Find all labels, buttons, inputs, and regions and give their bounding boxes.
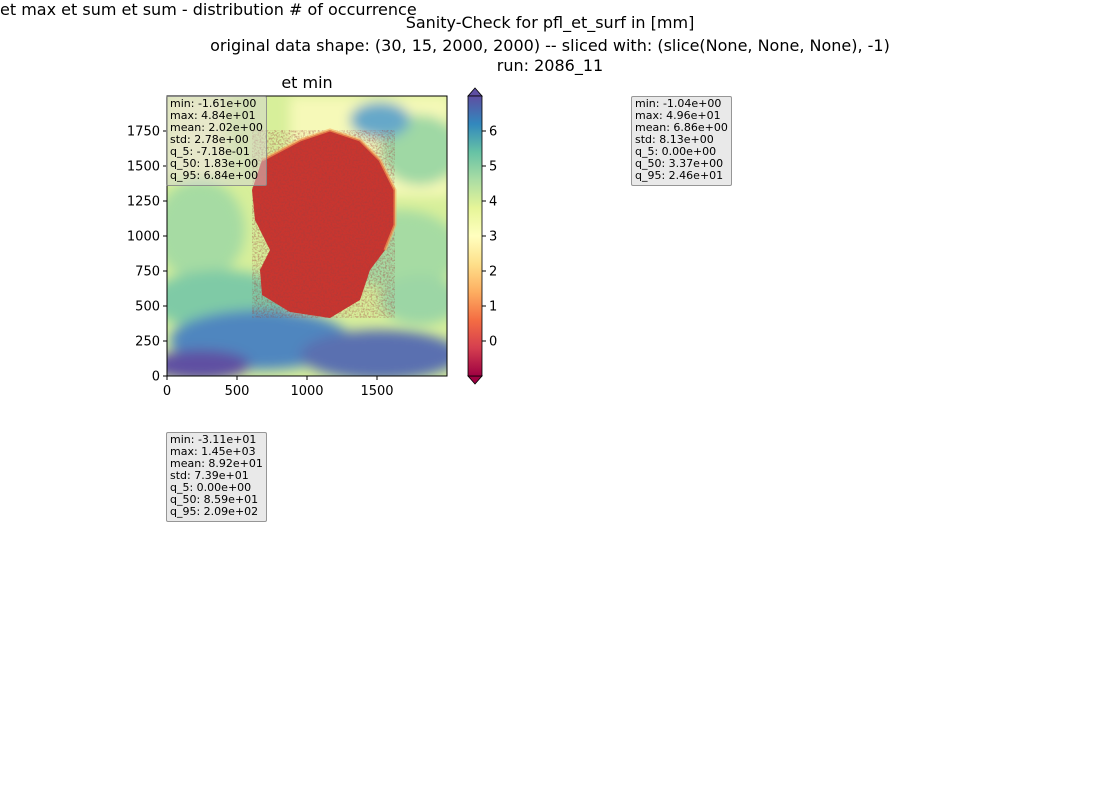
stats-line: mean: 2.02e+00	[170, 121, 263, 134]
colorbar-tick-label: 6	[489, 125, 497, 140]
stats-line: min: -1.61e+00	[170, 97, 257, 110]
panel-et-sum: et sum 050010001500025050075010001250150…	[61, 0, 121, 19]
y-tick-label: 1000	[127, 230, 160, 245]
stats-line: q_50: 1.83e+00	[170, 157, 259, 170]
colorbar-tick-label: 5	[489, 160, 497, 175]
stats-line: q_95: 6.84e+00	[170, 169, 259, 182]
stats-line: q_50: 8.59e+01	[170, 493, 259, 506]
stats-line: q_5: -7.18e-01	[170, 145, 250, 158]
stats-line: q_50: 3.37e+00	[635, 157, 724, 170]
stats-line: max: 1.45e+03	[170, 445, 256, 458]
colorbar-extend-max	[467, 87, 483, 97]
stats-line: mean: 6.86e+00	[635, 121, 728, 134]
x-tick-label: 0	[163, 384, 171, 399]
y-tick-label: 1500	[127, 160, 160, 175]
et-sum-title: et sum	[61, 0, 117, 19]
stats-line: max: 4.84e+01	[170, 109, 256, 122]
stats-line: std: 7.39e+01	[170, 469, 249, 482]
colorbar-gradient	[467, 95, 483, 377]
stats-line: min: -1.04e+00	[635, 97, 722, 110]
x-tick-label: 1500	[360, 384, 393, 399]
y-tick-label: 250	[135, 335, 160, 350]
panel-et-sum-distribution: et sum - distribution # of occurrence 05…	[122, 0, 417, 19]
colorbar-tick-label: 3	[489, 230, 497, 245]
stats-line: min: -3.11e+01	[170, 433, 257, 446]
figure-title-line-3: run: 2086_11	[496, 56, 604, 75]
et-min-stats-box: min: -1.61e+00 max: 4.84e+01 mean: 2.02e+0…	[166, 96, 267, 186]
et-min-axes: 0 500 1000 1500 0 250 500 750 1000 1250 1500 1750	[127, 125, 394, 400]
stats-line: q_95: 2.09e+02	[170, 505, 259, 518]
stats-line: std: 8.13e+00	[635, 133, 714, 146]
stats-line: q_5: 0.00e+00	[170, 481, 252, 494]
figure-title-line-2: original data shape: (30, 15, 2000, 2000…	[210, 36, 890, 55]
colorbar-tick-label: 4	[489, 195, 497, 210]
y-tick-label: 0	[152, 370, 160, 385]
panel-et-max: et max 050010001500025050075010001250150…	[0, 0, 61, 19]
stats-line: max: 4.96e+01	[635, 109, 721, 122]
et-max-title: et max	[0, 0, 57, 19]
y-tick-label: 500	[135, 300, 160, 315]
histogram-title: et sum - distribution	[121, 0, 284, 19]
colorbar-tick-label: 1	[489, 300, 497, 315]
colorbar-tick-label: 0	[489, 335, 497, 350]
et-min-colorbar: 0 1 2 3 4 5 6	[467, 87, 497, 385]
y-tick-label: 1250	[127, 195, 160, 210]
et-min-title: et min	[281, 73, 332, 92]
stats-line: q_95: 2.46e+01	[635, 169, 724, 182]
colorbar-extend-min	[467, 375, 483, 385]
x-tick-label: 1000	[290, 384, 323, 399]
et-sum-stats-box: min: -3.11e+01 max: 1.45e+03 mean: 8.92e+0…	[166, 432, 267, 522]
et-max-stats-box: min: -1.04e+00 max: 4.96e+01 mean: 6.86e+0…	[631, 96, 732, 186]
x-tick-label: 500	[225, 384, 250, 399]
colorbar-tick-label: 2	[489, 265, 497, 280]
stats-line: q_5: 0.00e+00	[635, 145, 717, 158]
figure-title-line-1: Sanity-Check for pfl_et_surf in [mm]	[405, 13, 695, 32]
stats-line: mean: 8.92e+01	[170, 457, 263, 470]
stats-line: std: 2.78e+00	[170, 133, 249, 146]
y-tick-label: 750	[135, 265, 160, 280]
y-tick-label: 1750	[127, 125, 160, 140]
histogram-ylabel: # of occurrence	[289, 0, 417, 19]
